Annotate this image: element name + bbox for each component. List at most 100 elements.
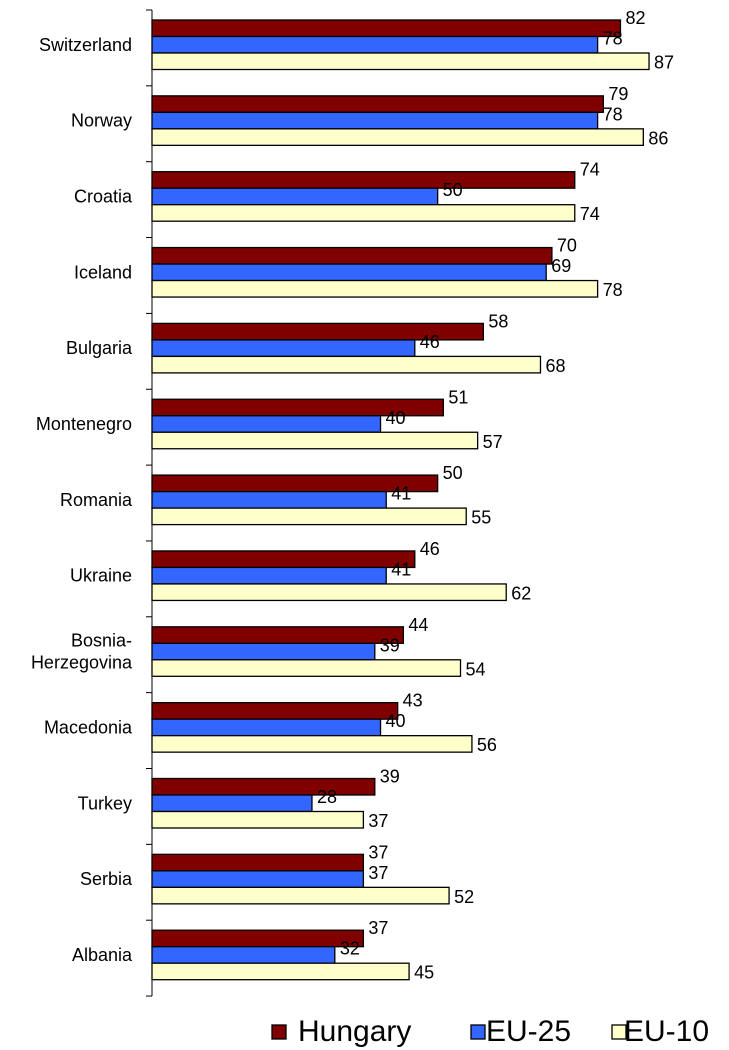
data-label: 37 xyxy=(368,863,388,883)
data-label: 50 xyxy=(443,463,463,483)
bar-eu-25 xyxy=(151,718,382,737)
data-label: 45 xyxy=(414,963,434,983)
category-label: Montenegro xyxy=(36,414,132,434)
bar-hungary xyxy=(151,853,365,872)
data-label: 78 xyxy=(603,104,623,124)
bar-eu-25 xyxy=(151,946,336,964)
category-label: Albania xyxy=(72,945,133,965)
data-label: 54 xyxy=(466,659,486,679)
bar-eu-10 xyxy=(151,886,450,905)
category-label: Bosnia- xyxy=(71,631,132,651)
category-label: Ukraine xyxy=(70,566,132,586)
data-label: 69 xyxy=(551,256,571,276)
data-label: 68 xyxy=(545,356,565,376)
bar-eu-10 xyxy=(151,128,644,147)
data-label: 74 xyxy=(580,204,600,224)
category-label: Iceland xyxy=(74,262,132,282)
data-label: 41 xyxy=(391,559,411,579)
bar-eu-10 xyxy=(151,735,473,753)
bar-hungary xyxy=(151,929,365,948)
value-labels: 8278877978867450747069785846685140575041… xyxy=(317,8,674,983)
bar-eu-10 xyxy=(151,810,365,829)
bar-eu-10 xyxy=(151,583,507,602)
bar-eu-25 xyxy=(151,263,547,282)
bar-eu-10 xyxy=(151,507,467,526)
legend-swatch xyxy=(470,1024,486,1040)
legend-label: EU-10 xyxy=(624,1015,709,1048)
data-label: 87 xyxy=(654,53,674,73)
bar-eu-10 xyxy=(151,355,542,374)
data-label: 57 xyxy=(483,432,503,452)
legend: Hungary EU-25 EU-10 xyxy=(271,1015,709,1048)
legend-swatch xyxy=(611,1024,627,1040)
data-label: 37 xyxy=(368,811,388,831)
legend-swatch xyxy=(271,1024,287,1040)
bar-hungary xyxy=(151,171,576,189)
data-label: 46 xyxy=(420,539,440,559)
bar-eu-10 xyxy=(151,204,576,222)
bar-eu-25 xyxy=(151,490,387,509)
category-label: Bulgaria xyxy=(66,338,133,358)
bar-eu-25 xyxy=(151,870,365,888)
data-label: 56 xyxy=(477,735,497,755)
data-label: 39 xyxy=(380,767,400,787)
bar-eu-25 xyxy=(151,642,376,661)
bar-hungary xyxy=(151,550,416,569)
bar-hungary xyxy=(151,19,622,38)
data-label: 70 xyxy=(557,236,577,256)
data-label: 40 xyxy=(386,711,406,731)
bar-eu-10 xyxy=(151,279,599,298)
data-label: 37 xyxy=(368,918,388,938)
bar-eu-25 xyxy=(151,415,382,433)
bar-eu-25 xyxy=(151,35,599,54)
data-label: 39 xyxy=(380,635,400,655)
bars xyxy=(151,19,650,981)
data-label: 58 xyxy=(488,311,508,331)
bar-eu-10 xyxy=(151,431,479,450)
legend-label: Hungary xyxy=(298,1015,411,1048)
data-label: 51 xyxy=(448,387,468,407)
data-label: 50 xyxy=(443,180,463,200)
bar-eu-10 xyxy=(151,659,462,677)
data-label: 86 xyxy=(648,128,668,148)
data-label: 82 xyxy=(625,8,645,28)
data-label: 52 xyxy=(454,887,474,907)
legend-label: EU-25 xyxy=(486,1015,571,1048)
data-label: 44 xyxy=(408,615,428,635)
category-label: Herzegovina xyxy=(31,653,133,673)
category-label: Switzerland xyxy=(39,35,132,55)
data-label: 37 xyxy=(368,842,388,862)
category-labels: Switzerland Norway Croatia Iceland Bulgaria M… xyxy=(31,35,133,965)
category-label: Turkey xyxy=(78,793,132,813)
data-label: 78 xyxy=(603,29,623,49)
bar-eu-10 xyxy=(151,962,410,981)
data-label: 43 xyxy=(403,691,423,711)
category-label: Romania xyxy=(60,490,133,510)
bar-hungary xyxy=(151,702,399,720)
bar-hungary xyxy=(151,777,376,796)
bar-eu-25 xyxy=(151,187,439,206)
category-label: Serbia xyxy=(80,869,133,889)
category-label: Norway xyxy=(71,111,132,131)
bar-eu-25 xyxy=(151,794,313,813)
data-label: 79 xyxy=(608,84,628,104)
category-label: Croatia xyxy=(74,186,133,206)
data-label: 78 xyxy=(603,280,623,300)
data-label: 55 xyxy=(471,508,491,528)
bar-hungary xyxy=(151,95,604,113)
bar-eu-25 xyxy=(151,339,416,358)
category-axis xyxy=(146,9,153,997)
data-label: 74 xyxy=(580,160,600,180)
category-label: Macedonia xyxy=(44,717,133,737)
data-label: 62 xyxy=(511,583,531,603)
bar-hungary xyxy=(151,246,553,265)
data-label: 32 xyxy=(340,939,360,959)
bar-hungary xyxy=(151,626,405,644)
data-label: 41 xyxy=(391,484,411,504)
bar-eu-10 xyxy=(151,52,650,71)
data-label: 28 xyxy=(317,787,337,807)
data-label: 40 xyxy=(386,408,406,428)
bar-eu-25 xyxy=(151,566,387,585)
data-label: 46 xyxy=(420,332,440,352)
